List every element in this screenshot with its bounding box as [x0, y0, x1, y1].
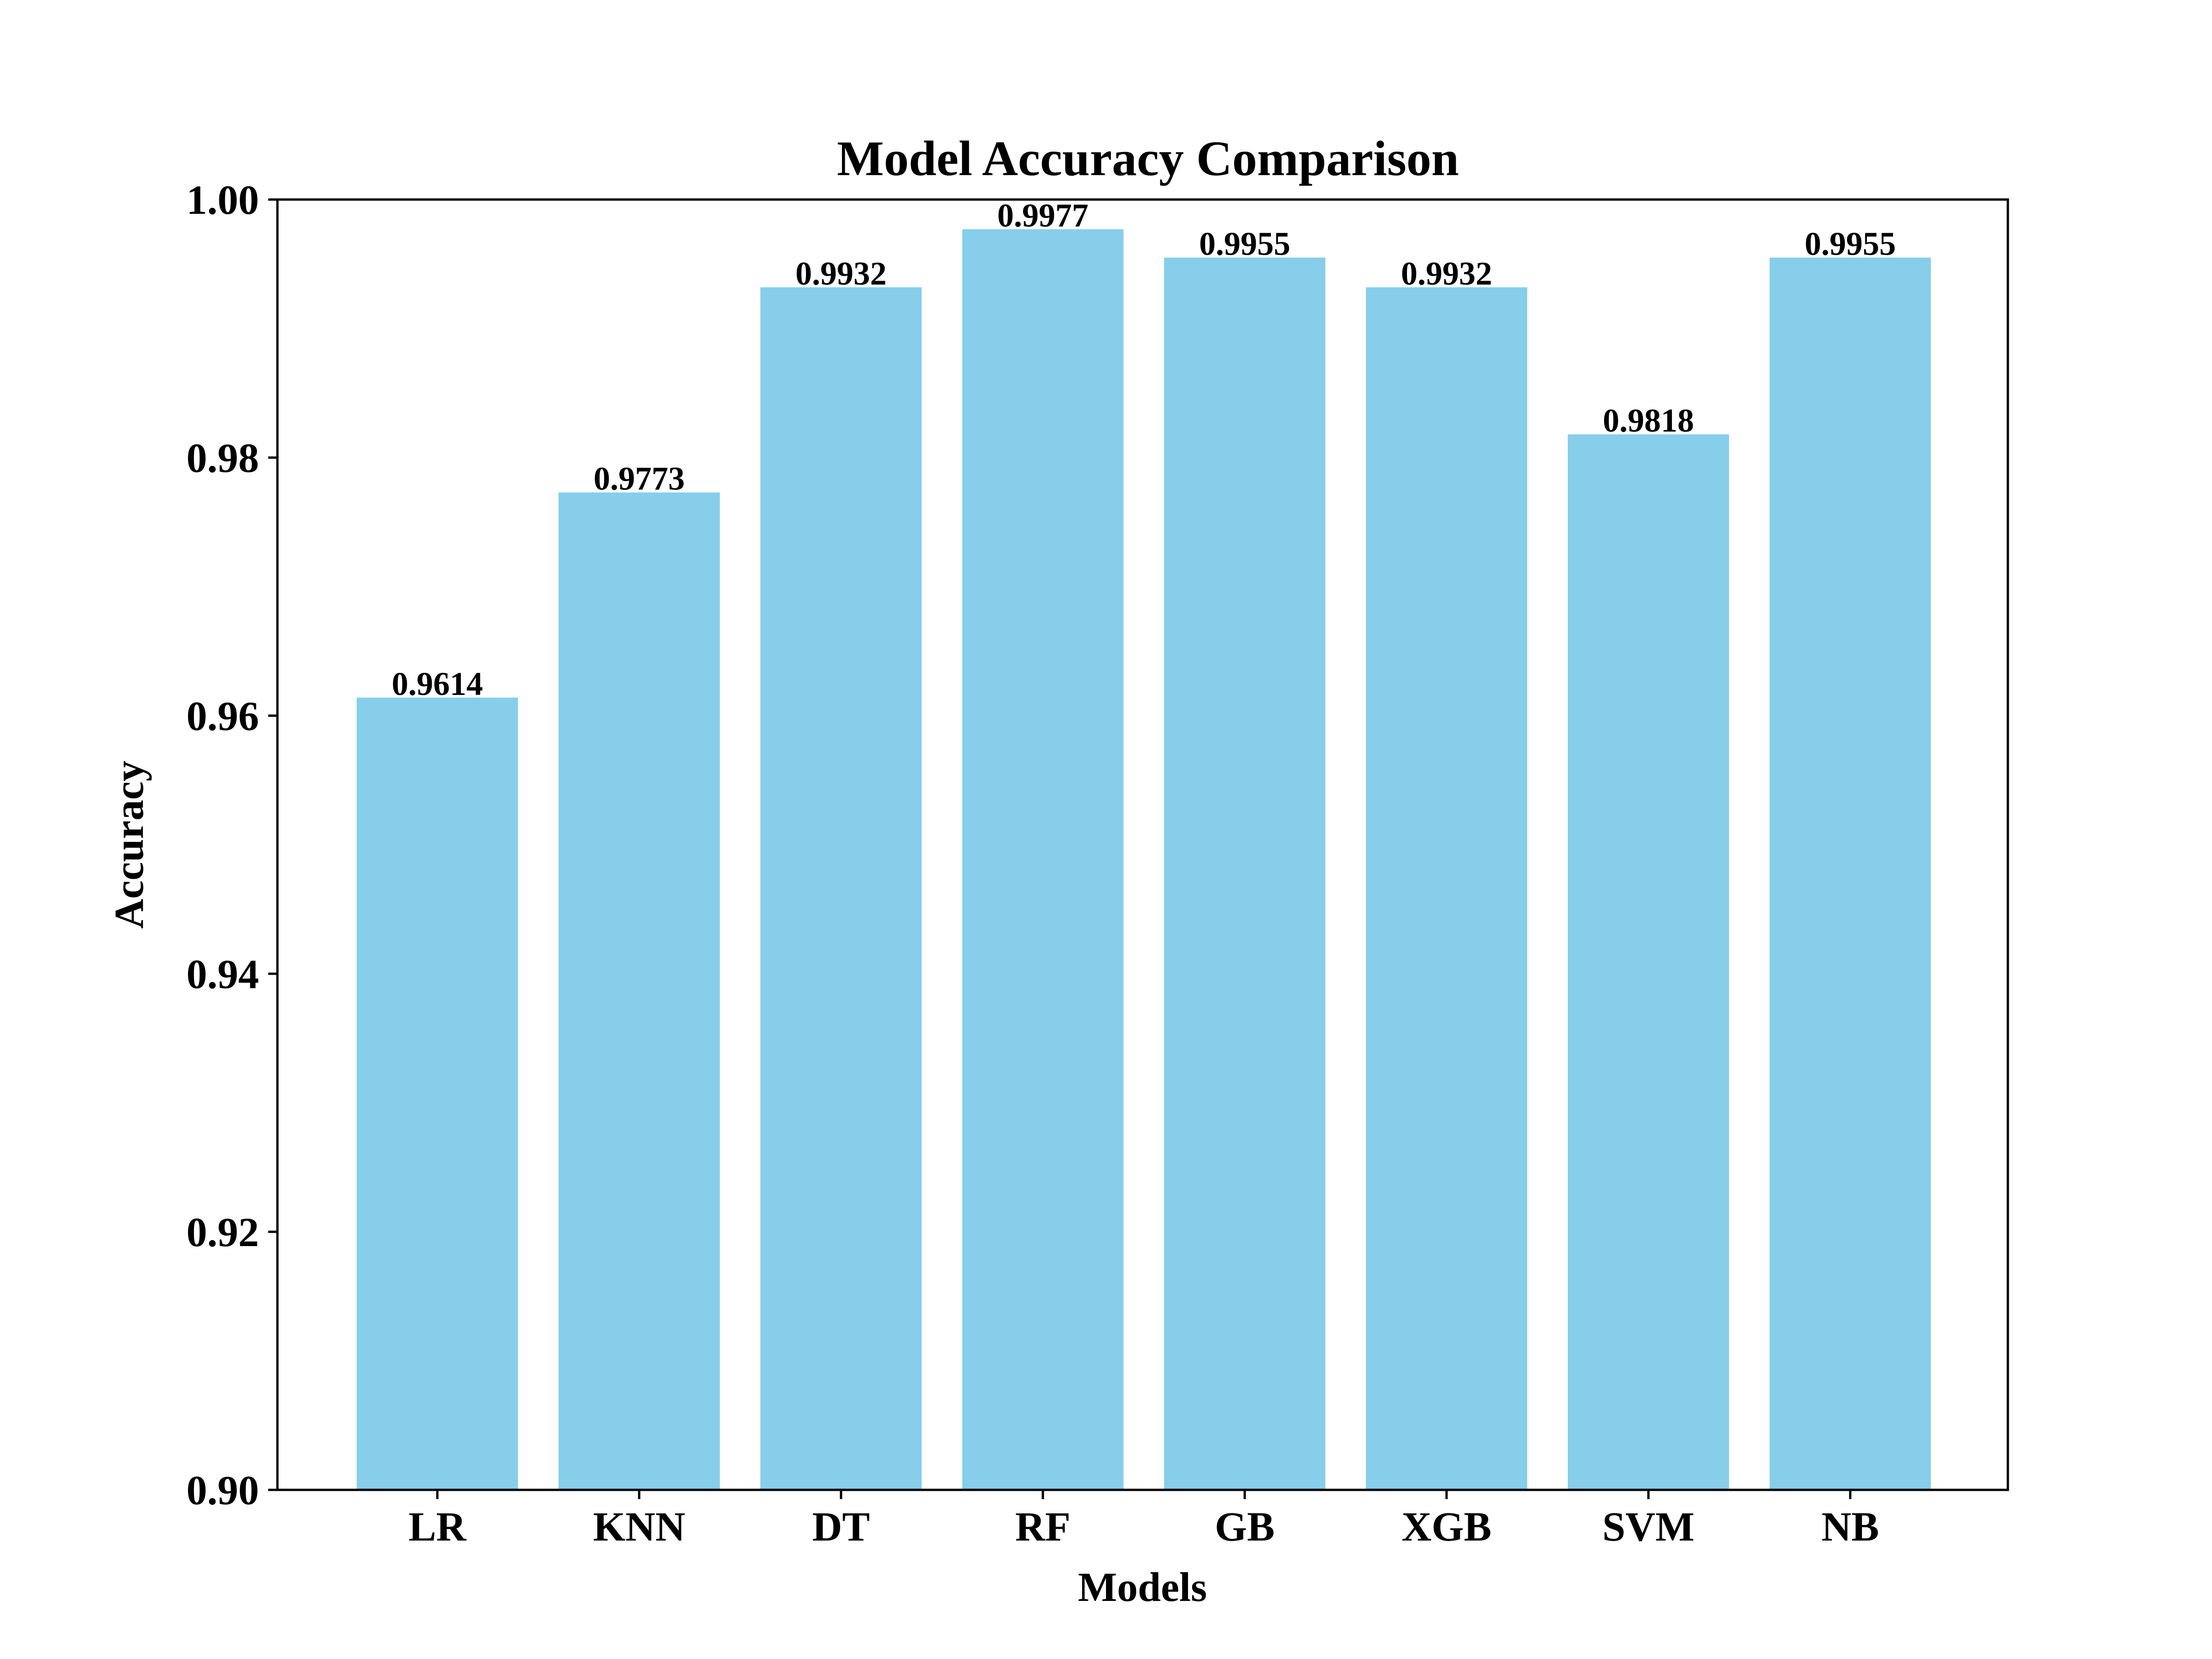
x-tick-label-xgb: XGB — [1401, 1504, 1491, 1550]
bar-lr — [357, 697, 518, 1490]
x-axis: LR KNN DT RF GB XGB SVM NB — [408, 1490, 1879, 1550]
x-tick-label-knn: KNN — [593, 1504, 685, 1550]
y-tick-label: 0.94 — [187, 952, 259, 997]
x-tick-label-rf: RF — [1015, 1504, 1071, 1550]
bar-xgb — [1366, 287, 1527, 1490]
chart-title: Model Accuracy Comparison — [837, 131, 1459, 186]
value-label-svm: 0.9818 — [1603, 402, 1694, 439]
y-tick-label: 1.00 — [187, 177, 259, 223]
bars-group — [357, 229, 1931, 1490]
bar-nb — [1770, 258, 1931, 1490]
value-label-knn: 0.9773 — [594, 460, 685, 497]
x-axis-label: Models — [1078, 1565, 1207, 1610]
value-label-xgb: 0.9932 — [1401, 255, 1492, 292]
x-tick-label-svm: SVM — [1602, 1504, 1694, 1550]
y-axis-label: Accuracy — [106, 761, 152, 929]
y-tick-label: 0.98 — [187, 435, 259, 481]
value-label-dt: 0.9932 — [795, 255, 887, 292]
value-label-rf: 0.9977 — [997, 197, 1088, 234]
x-tick-label-dt: DT — [812, 1504, 870, 1550]
value-labels-group: 0.9614 0.9773 0.9932 0.9977 0.9955 0.9932 0.98… — [392, 197, 1896, 702]
x-tick-label-gb: GB — [1215, 1504, 1275, 1550]
y-tick-label: 0.90 — [187, 1468, 259, 1513]
bar-rf — [962, 229, 1124, 1490]
plot-frame — [276, 198, 2009, 1491]
value-label-nb: 0.9955 — [1805, 225, 1896, 262]
bar-svm — [1568, 434, 1729, 1490]
bar-dt — [760, 287, 922, 1490]
y-axis: 0.90 0.92 0.94 0.96 0.98 1.00 — [187, 177, 277, 1513]
bar-gb — [1164, 258, 1325, 1490]
value-label-lr: 0.9614 — [392, 665, 483, 702]
x-tick-label-nb: NB — [1821, 1504, 1879, 1550]
value-label-gb: 0.9955 — [1199, 225, 1290, 262]
y-tick-label: 0.92 — [187, 1210, 259, 1255]
x-tick-label-lr: LR — [408, 1504, 466, 1550]
y-tick-label: 0.96 — [187, 694, 259, 739]
bar-knn — [559, 492, 720, 1490]
